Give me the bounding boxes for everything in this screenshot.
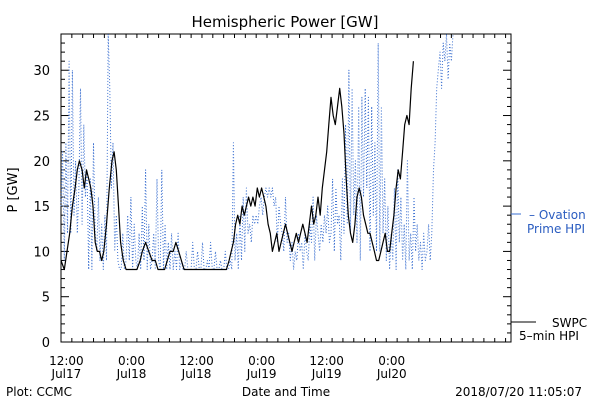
y-axis-ticks: 0 5 10 15 20 25 30 (33, 42, 511, 351)
ovation-prime-hpi-line (60, 33, 454, 270)
legend: – Ovation Prime HPI SWPC 5–min HPI (511, 208, 587, 343)
x-tick-label-time: 0:00 (378, 354, 405, 368)
x-tick-label-date: Jul18 (116, 367, 147, 381)
x-axis-ticks: 12:00Jul170:00Jul1812:00Jul180:00Jul1912… (49, 34, 507, 381)
x-tick-label-time: 0:00 (248, 354, 275, 368)
y-tick-label: 5 (42, 291, 50, 306)
x-tick-label-date: Jul19 (311, 367, 342, 381)
x-tick-label-date: Jul20 (376, 367, 407, 381)
x-tick-label-time: 12:00 (179, 354, 214, 368)
x-tick-label-time: 0:00 (118, 354, 145, 368)
ovation-legend-label-line1: – Ovation (529, 208, 586, 222)
generated-timestamp: 2018/07/20 11:05:07 (455, 385, 582, 399)
x-tick-label-time: 12:00 (49, 354, 84, 368)
ovation-legend-label-line2: Prime HPI (527, 222, 585, 236)
y-axis-label: P [GW] (6, 167, 21, 212)
y-tick-label: 30 (33, 64, 50, 79)
swpc-legend-label-line1: SWPC (552, 316, 587, 330)
chart-title: Hemispheric Power [GW] (192, 13, 379, 31)
y-tick-label: 10 (33, 245, 50, 260)
y-tick-label: 15 (33, 200, 50, 215)
x-tick-label-date: Jul19 (246, 367, 277, 381)
swpc-hpi-line (60, 61, 414, 271)
y-tick-label: 0 (42, 336, 50, 351)
swpc-legend-label-line2: 5–min HPI (519, 329, 579, 343)
y-tick-label: 25 (33, 110, 50, 125)
x-tick-label-date: Jul17 (51, 367, 82, 381)
x-tick-label-date: Jul18 (181, 367, 212, 381)
plot-area (60, 33, 512, 343)
y-tick-label: 20 (33, 155, 50, 170)
x-axis-label: Date and Time (242, 385, 330, 399)
plot-credit: Plot: CCMC (6, 385, 72, 399)
plot-frame (60, 33, 512, 343)
series-layer (60, 33, 454, 271)
x-tick-label-time: 12:00 (309, 354, 344, 368)
